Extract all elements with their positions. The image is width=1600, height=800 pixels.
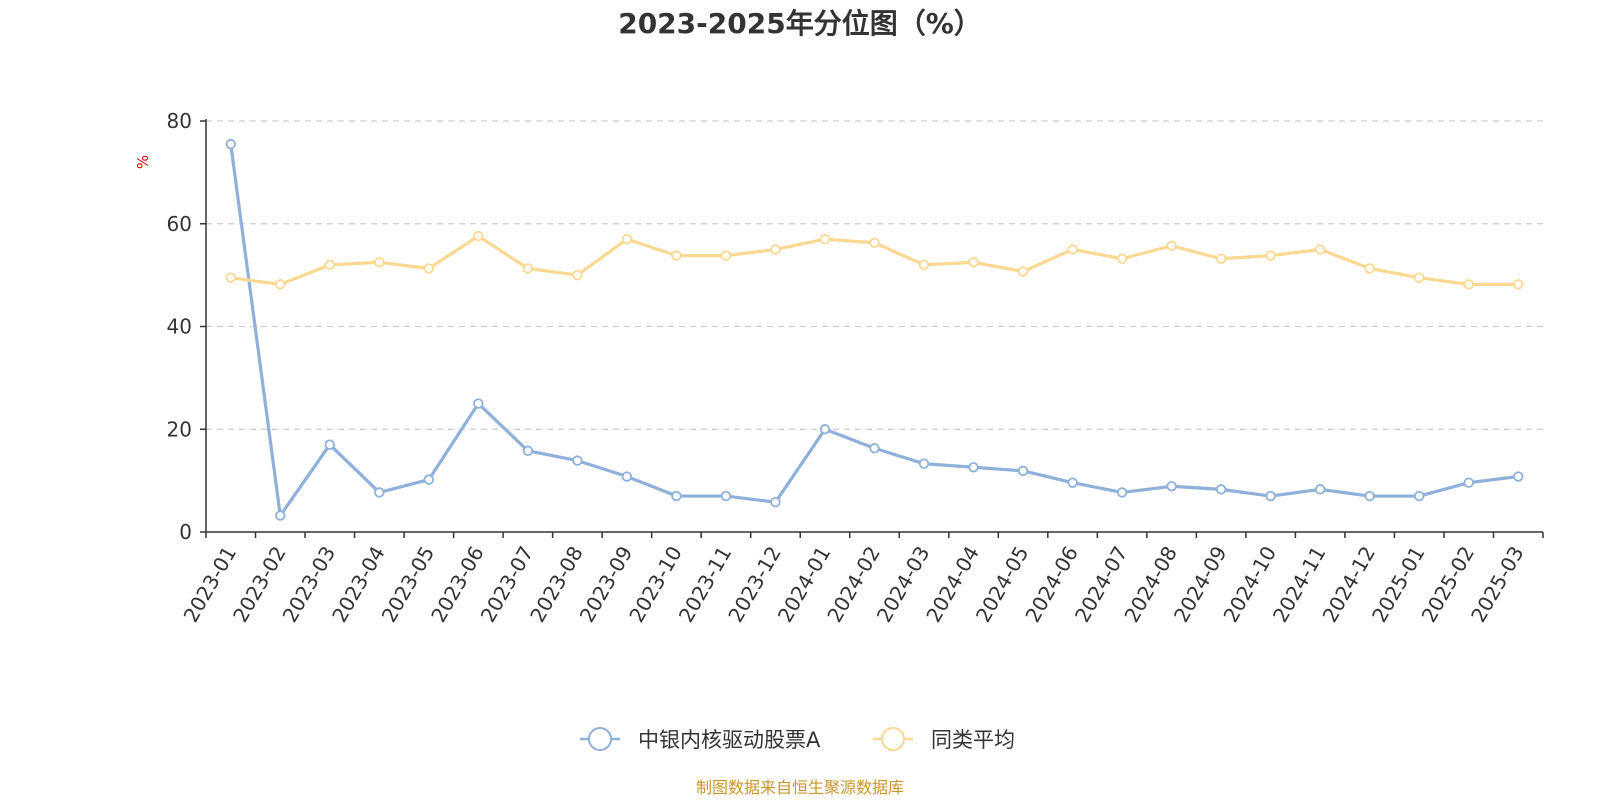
data-point[interactable] xyxy=(869,443,880,454)
data-point[interactable] xyxy=(1314,244,1326,255)
series-line xyxy=(229,143,1519,518)
data-point[interactable] xyxy=(770,244,781,255)
y-tick-label: 40 xyxy=(167,315,192,339)
y-tick-label: 0 xyxy=(179,520,192,544)
data-point[interactable] xyxy=(1116,487,1128,498)
data-point[interactable] xyxy=(1265,490,1276,502)
data-point[interactable] xyxy=(968,257,979,268)
data-point[interactable] xyxy=(1513,471,1524,482)
data-source-note: 制图数据来自恒生聚源数据库 xyxy=(696,778,904,797)
data-point[interactable] xyxy=(819,233,831,245)
data-point[interactable] xyxy=(1067,244,1078,255)
data-point[interactable] xyxy=(324,439,335,450)
legend-marker-icon xyxy=(588,727,612,751)
data-point[interactable] xyxy=(1116,253,1128,264)
data-point[interactable] xyxy=(423,263,435,274)
legend-label: 中银内核驱动股票A xyxy=(638,728,821,752)
data-point[interactable] xyxy=(225,272,236,283)
data-point[interactable] xyxy=(522,445,534,457)
data-point[interactable] xyxy=(1364,263,1375,274)
data-point[interactable] xyxy=(918,458,930,469)
data-point[interactable] xyxy=(819,424,831,435)
y-tick-label: 20 xyxy=(167,417,192,441)
data-point[interactable] xyxy=(918,259,930,271)
data-point[interactable] xyxy=(473,398,484,409)
grid-lines xyxy=(206,120,1543,430)
data-point[interactable] xyxy=(572,269,583,281)
data-point[interactable] xyxy=(720,490,732,502)
y-tick-label: 60 xyxy=(167,212,192,236)
legend-marker-icon xyxy=(881,727,905,751)
data-point[interactable] xyxy=(1215,484,1227,495)
data-point[interactable] xyxy=(1314,484,1326,495)
y-tick-label: 80 xyxy=(167,109,192,133)
data-point[interactable] xyxy=(1067,477,1078,488)
series-1 xyxy=(225,138,1524,521)
data-point[interactable] xyxy=(324,259,335,271)
data-point[interactable] xyxy=(621,471,633,482)
axes: 0204060802023-012023-022023-032023-04202… xyxy=(167,109,1544,626)
data-point[interactable] xyxy=(1364,490,1375,502)
data-point[interactable] xyxy=(275,279,286,290)
data-point[interactable] xyxy=(1166,481,1177,492)
data-point[interactable] xyxy=(225,138,236,150)
data-point[interactable] xyxy=(621,233,633,245)
data-point[interactable] xyxy=(374,257,385,268)
data-point[interactable] xyxy=(869,237,880,248)
data-point[interactable] xyxy=(1017,465,1029,477)
data-point[interactable] xyxy=(1017,266,1029,277)
data-point[interactable] xyxy=(671,490,682,502)
y-axis-unit-label: % xyxy=(134,155,152,169)
data-point[interactable] xyxy=(1414,272,1425,283)
data-point[interactable] xyxy=(968,462,979,473)
data-point[interactable] xyxy=(423,474,435,485)
series-2 xyxy=(225,230,1524,290)
data-point[interactable] xyxy=(1513,279,1524,290)
legend-item-2[interactable]: 同类平均 xyxy=(873,727,1015,752)
data-point[interactable] xyxy=(1265,250,1276,261)
data-point[interactable] xyxy=(572,455,583,466)
data-point[interactable] xyxy=(1414,490,1425,502)
legend-item-1[interactable]: 中银内核驱动股票A xyxy=(580,727,821,752)
data-point[interactable] xyxy=(770,497,781,508)
series-lines xyxy=(225,138,1524,521)
data-point[interactable] xyxy=(275,510,286,521)
data-point[interactable] xyxy=(671,250,682,261)
data-point[interactable] xyxy=(1215,253,1227,264)
chart-title: 2023-2025年分位图（%） xyxy=(618,7,982,40)
data-point[interactable] xyxy=(1166,240,1177,252)
data-point[interactable] xyxy=(1463,477,1474,488)
data-point[interactable] xyxy=(522,263,534,274)
legend-label: 同类平均 xyxy=(931,728,1015,752)
data-point[interactable] xyxy=(473,230,484,242)
data-point[interactable] xyxy=(1463,279,1474,290)
legend: 中银内核驱动股票A 同类平均 xyxy=(580,727,1015,752)
data-point[interactable] xyxy=(374,487,385,498)
data-point[interactable] xyxy=(720,250,732,261)
